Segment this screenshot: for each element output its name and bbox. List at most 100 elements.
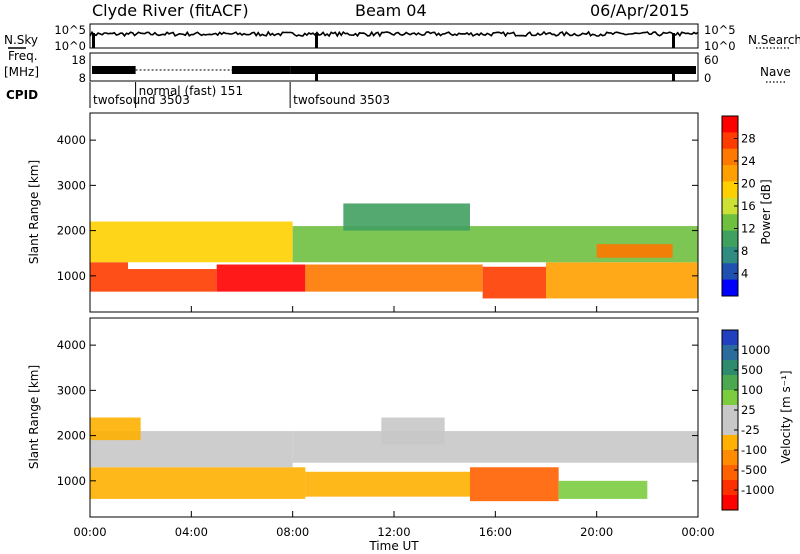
heatmap-band	[558, 480, 648, 499]
velocity-colorbar: 1000 500 100 25 -25 -100 -500 -1000	[721, 329, 774, 511]
colorbar-swatch	[722, 465, 738, 481]
freq-tick-bottom: 8	[79, 71, 86, 85]
heatmap-band	[305, 471, 470, 497]
power-y-ticks: 4000 3000 2000 1000	[57, 133, 698, 283]
heatmap-band	[90, 467, 306, 499]
colorbar-tick-label: -100	[741, 443, 767, 457]
colorbar-swatch	[722, 435, 738, 451]
heatmap-band	[482, 266, 546, 299]
nsky-line	[89, 30, 699, 38]
y-tick-label: 1000	[57, 474, 86, 488]
nsky-tick-top: 10^5	[54, 23, 86, 37]
velocity-cells	[90, 417, 698, 502]
date-title: 06/Apr/2015	[590, 1, 690, 20]
heatmap-band	[343, 203, 470, 231]
x-tick-label: 00:00	[681, 525, 714, 539]
colorbar-swatch	[722, 495, 738, 511]
freq-spike	[672, 66, 675, 81]
nave-tick-top: 60	[704, 53, 719, 67]
nsky-spike	[92, 33, 95, 48]
colorbar-swatch	[722, 132, 738, 150]
colorbar-swatch	[722, 360, 738, 376]
colorbar-tick-label: 16	[741, 199, 756, 213]
station-title: Clyde River (fitACF)	[92, 1, 249, 20]
power-y-title: Slant Range [km]	[27, 160, 41, 264]
colorbar-tick-label: 25	[741, 403, 756, 417]
cpid-segment-label: twofsound 3503	[93, 93, 190, 107]
colorbar-tick-label: 20	[741, 177, 756, 191]
velocity-colorbar-label: Velocity [m s⁻¹]	[779, 370, 793, 463]
colorbar-swatch	[722, 279, 738, 297]
colorbar-swatch	[722, 480, 738, 496]
y-tick-label: 3000	[57, 178, 86, 192]
y-tick-label: 1000	[57, 269, 86, 283]
colorbar-tick-label: 100	[741, 383, 763, 397]
heatmap-band	[90, 221, 293, 263]
colorbar-swatch	[722, 345, 738, 361]
cpid-segment-label: normal (fast) 151	[139, 84, 243, 98]
colorbar-swatch	[722, 450, 738, 466]
heatmap-band	[292, 431, 698, 463]
y-tick-label: 4000	[57, 338, 86, 352]
nsky-spike	[315, 33, 318, 48]
y-tick-label: 3000	[57, 383, 86, 397]
cpid-segment-label: twofsound 3503	[293, 93, 390, 107]
freq-band-2	[231, 66, 291, 74]
power-panel: 4000 3000 2000 1000 Slant Range [km]	[27, 112, 699, 313]
nsky-trace	[89, 30, 699, 48]
x-tick-label: 12:00	[377, 525, 410, 539]
colorbar-tick-label: 12	[741, 222, 756, 236]
heatmap-band	[216, 264, 306, 292]
y-tick-label: 4000	[57, 133, 86, 147]
freq-band-1	[92, 66, 136, 74]
colorbar-tick-label: 4	[741, 267, 748, 281]
cpid-label: CPID	[6, 88, 38, 102]
freq-unit: [MHz]	[4, 65, 39, 79]
nsky-tick-bottom: 10^0	[54, 39, 86, 53]
velocity-y-ticks: 4000 3000 2000 1000	[57, 338, 698, 488]
colorbar-swatch	[722, 375, 738, 391]
nsky-label: N.Sky	[4, 33, 38, 47]
colorbar-tick-label: -25	[741, 423, 760, 437]
power-colorbar: 28 24 20 16 12 8 4	[721, 115, 756, 297]
colorbar-swatch	[722, 263, 738, 281]
nsearch-tick-top: 10^5	[704, 23, 736, 37]
colorbar-tick-label: -1000	[741, 483, 774, 497]
heatmap-band	[546, 262, 698, 299]
freq-spike	[315, 66, 318, 81]
x-axis-ticks: 00:00 04:00 08:00 12:00 16:00 20:00 00:00	[73, 306, 715, 539]
nsearch-label: N.Search	[748, 33, 800, 47]
colorbar-tick-label: -500	[741, 463, 767, 477]
nsearch-tick-bottom: 10^0	[704, 39, 736, 53]
heatmap-band	[90, 417, 141, 441]
colorbar-swatch	[722, 330, 738, 346]
x-tick-label: 08:00	[276, 525, 309, 539]
colorbar-swatch	[722, 165, 738, 182]
colorbar-tick-label: 28	[741, 132, 756, 146]
heatmap-band	[305, 264, 483, 292]
y-tick-label: 2000	[57, 429, 86, 443]
freq-trace	[92, 66, 696, 81]
colorbar-swatch	[722, 405, 738, 421]
colorbar-swatch	[722, 390, 738, 406]
colorbar-frame	[721, 329, 739, 511]
colorbar-swatch	[722, 214, 738, 232]
velocity-y-title: Slant Range [km]	[27, 365, 41, 469]
y-tick-label: 2000	[57, 224, 86, 238]
colorbar-swatch	[722, 197, 738, 215]
colorbar-tick-label: 8	[741, 244, 748, 258]
colorbar-tick-label: 1000	[741, 343, 770, 357]
colorbar-tick-label: 24	[741, 154, 756, 168]
nave-label: Nave	[760, 65, 791, 79]
freq-panel: Freq. [MHz] 18 8 60 0 Nave	[4, 49, 791, 85]
power-cells	[90, 203, 698, 299]
colorbar-swatch	[722, 148, 738, 166]
heatmap-band	[596, 244, 673, 258]
colorbar-swatch	[722, 116, 738, 133]
colorbar-tick-label: 500	[741, 363, 763, 377]
x-axis-title: Time UT	[368, 539, 419, 553]
freq-band-3	[290, 66, 696, 74]
freq-label: Freq.	[8, 49, 38, 63]
